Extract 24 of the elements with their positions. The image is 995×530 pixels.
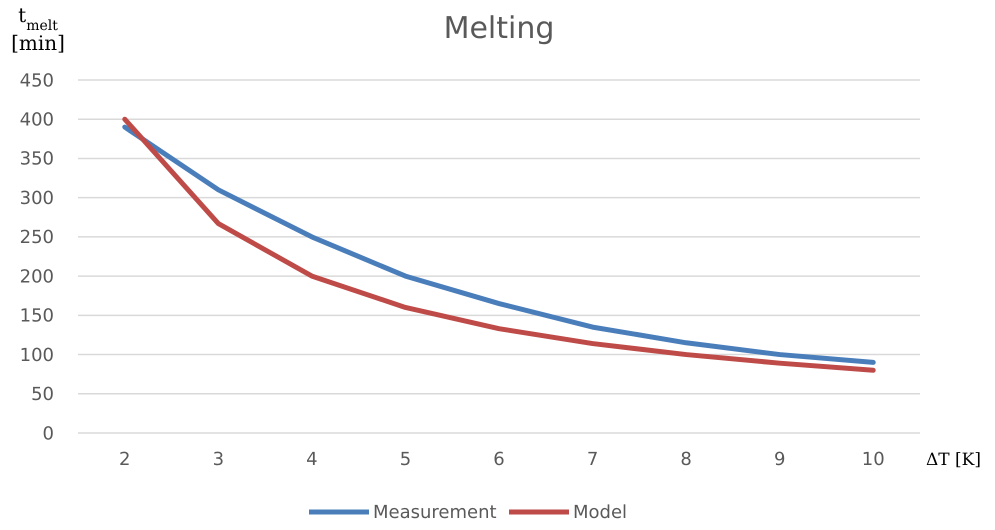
y-tick-label: 100 bbox=[20, 344, 54, 366]
x-tick-label: 6 bbox=[493, 449, 505, 470]
x-tick-label: 2 bbox=[119, 449, 131, 470]
y-tick-label: 300 bbox=[20, 188, 54, 209]
x-tick-label: 5 bbox=[400, 449, 412, 470]
y-tick-label: 200 bbox=[20, 266, 54, 288]
x-tick-label: 8 bbox=[680, 449, 692, 470]
y-axis-title: t$_{melt}$ [min] bbox=[11, 3, 65, 55]
y-tick-label: 150 bbox=[20, 306, 54, 327]
y-tick-label: 400 bbox=[20, 110, 54, 131]
y-tick-label: 250 bbox=[20, 227, 54, 248]
y-tick-label: 50 bbox=[31, 384, 54, 406]
y-tick-label: 350 bbox=[20, 148, 54, 170]
x-tick-label: 3 bbox=[212, 449, 224, 470]
x-tick-label: 9 bbox=[774, 449, 786, 470]
x-tick-label: 7 bbox=[586, 449, 598, 470]
x-axis-title: ΔT [K] bbox=[926, 450, 981, 470]
y-tick-label: 450 bbox=[20, 70, 54, 92]
chart-title: Melting bbox=[444, 11, 554, 46]
legend-label: Measurement bbox=[373, 502, 497, 523]
x-tick-label: 4 bbox=[306, 449, 318, 470]
x-tick-label: 10 bbox=[862, 449, 885, 470]
y-tick-label: 0 bbox=[42, 423, 54, 444]
legend-label: Model bbox=[573, 502, 628, 523]
